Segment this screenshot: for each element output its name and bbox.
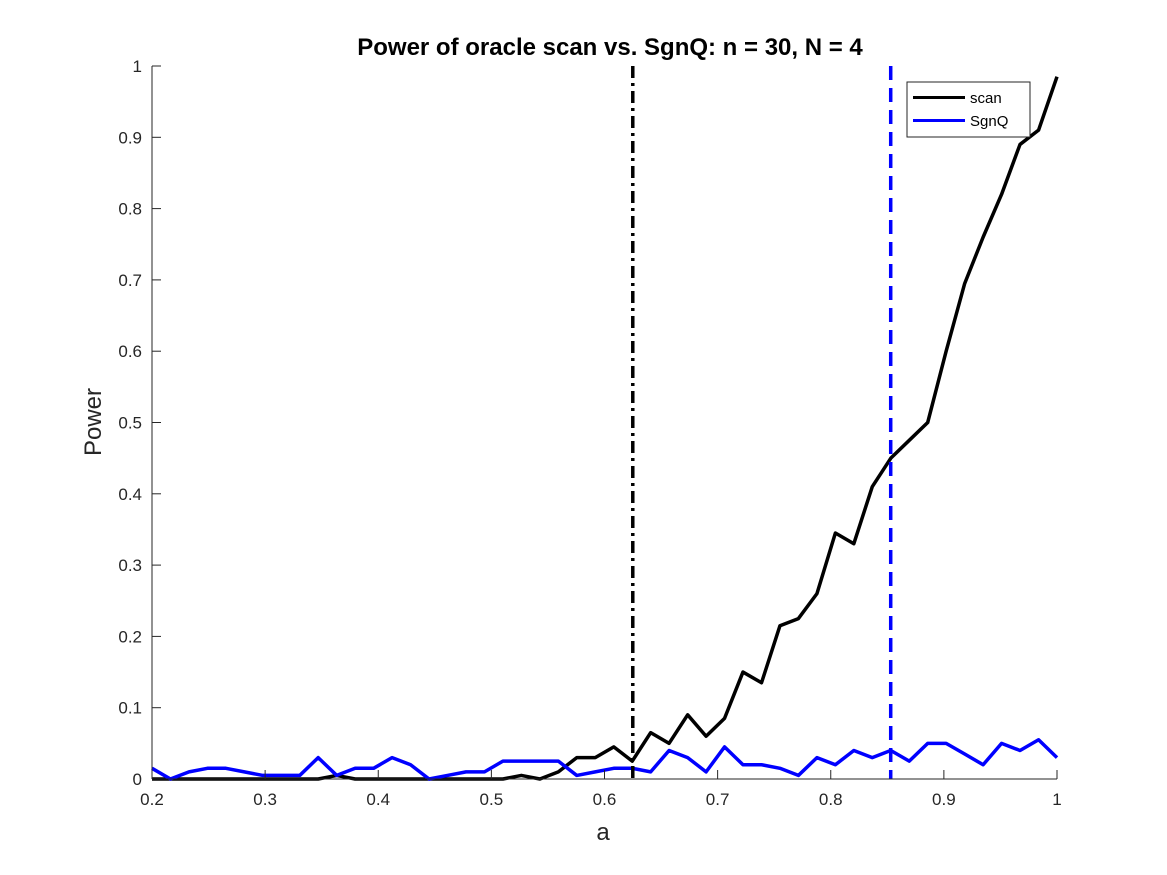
x-tick-label: 0.3: [253, 790, 277, 809]
x-tick-label: 0.4: [366, 790, 390, 809]
y-axis-label: Power: [80, 388, 107, 456]
x-tick-label: 0.2: [140, 790, 164, 809]
legend: scan SgnQ: [906, 81, 1031, 138]
chart-title: Power of oracle scan vs. SgnQ: n = 30, N…: [357, 34, 863, 61]
y-tick-label: 0.1: [118, 699, 142, 718]
y-tick-labels: 0 0.1 0.2 0.3 0.4 0.5 0.6 0.7 0.8 0.9 1: [118, 57, 142, 789]
y-tick-label: 0.8: [118, 200, 142, 219]
reference-lines-layer: [631, 66, 893, 779]
x-tick-label: 0.8: [819, 790, 843, 809]
axes-layer: [151, 65, 1058, 780]
y-tick-label: 0.3: [118, 556, 142, 575]
x-tick-labels: 0.2 0.3 0.4 0.5 0.6 0.7 0.8 0.9 1: [140, 790, 1062, 809]
plot-area: 0.2 0.3 0.4 0.5 0.6 0.7 0.8 0.9 1 00.10.20.30.40…: [118, 57, 1061, 809]
y-tick-label: 0.4: [118, 485, 142, 504]
y-tick-label: 0.5: [118, 414, 142, 433]
x-tick-label: 0.9: [932, 790, 956, 809]
x-axis-label: a: [596, 819, 610, 846]
y-tick-label: 0.6: [118, 342, 142, 361]
x-tick-label: 0.5: [480, 790, 504, 809]
x-tick-label: 1: [1052, 790, 1061, 809]
x-tick-label: 0.6: [593, 790, 617, 809]
axes-box: [152, 66, 1057, 779]
legend-box: [906, 81, 1031, 138]
legend-label-scan: scan: [970, 90, 1002, 107]
legend-label-sgnq: SgnQ: [970, 113, 1008, 130]
y-tick-label: 0.2: [118, 627, 142, 646]
y-tick-label: 0.7: [118, 271, 142, 290]
y-tick-label: 0.9: [118, 128, 142, 147]
x-tick-label: 0.7: [706, 790, 730, 809]
y-tick-label: 0: [133, 770, 142, 789]
y-tick-label: 1: [133, 57, 142, 76]
